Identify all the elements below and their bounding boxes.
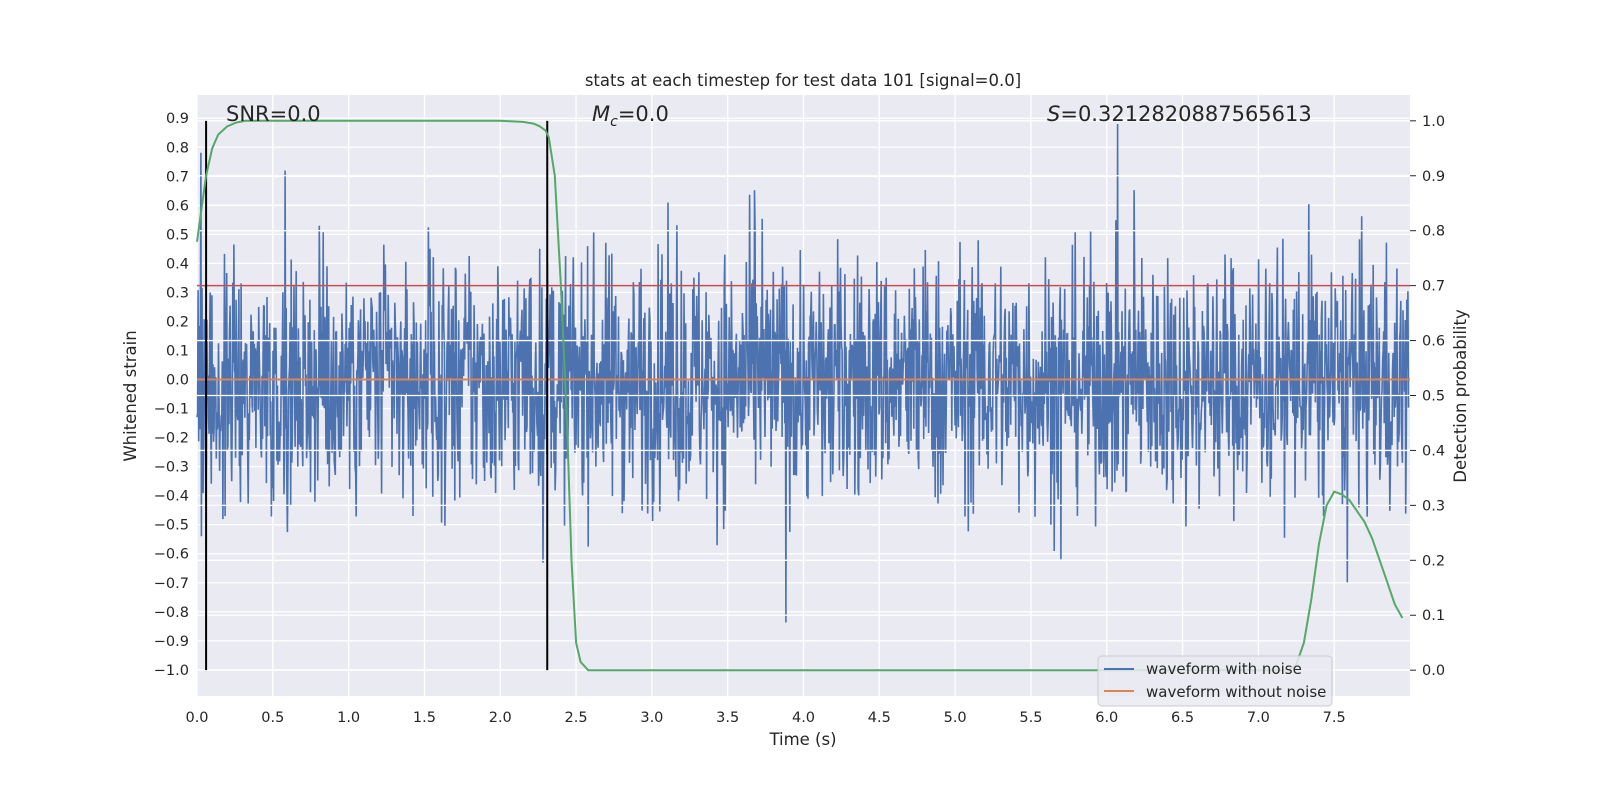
y-tick-label: 0.3 [166,285,189,301]
y-tick-label: −0.2 [154,431,189,447]
y-right-tick-label: 0.5 [1422,389,1445,405]
y-tick-label: 0.6 [166,198,189,214]
y-tick-label: −0.6 [154,547,189,563]
x-tick-label: 3.5 [716,710,739,726]
y-right-tick-label: 0.0 [1422,663,1445,679]
chirp-mass-value: =0.0 [618,102,669,126]
x-tick-label: 2.5 [565,710,588,726]
y-tick-label: 0.1 [166,343,189,359]
y-right-tick-label: 0.2 [1422,553,1445,569]
x-tick-label: 4.0 [792,710,815,726]
x-tick-label: 0.5 [261,710,284,726]
overlay [196,119,1410,672]
chirp-mass-symbol: M [592,102,610,126]
score-annotation: S=0.3212820887565613 [1047,102,1312,126]
x-tick-label: 5.0 [944,710,967,726]
noisy-strain-series [196,123,1410,623]
y-right-tick-label: 0.8 [1422,224,1445,240]
y-tick-label: 0.0 [166,373,189,389]
y-right-tick-label: 0.9 [1422,169,1445,185]
x-tick-label: 1.0 [337,710,360,726]
x-tick-label: 6.0 [1095,710,1118,726]
y-right-tick-label: 0.4 [1422,443,1445,459]
legend-box [1097,655,1333,707]
y-axis-label: Whitened strain [121,330,140,461]
legend: waveform with noise waveform without noi… [1097,655,1333,707]
legend-label-noise: waveform with noise [1146,660,1302,678]
y-tick-label: −0.4 [154,489,189,505]
x-tick-label: 1.5 [413,710,436,726]
x-tick-label: 2.0 [489,710,512,726]
y-tick-label: 0.8 [166,140,189,156]
y-tick-label: 0.5 [166,227,189,243]
y-right-tick-label: 0.3 [1422,498,1445,514]
y-right-axis-label: Detection probability [1451,309,1470,483]
y-tick-label: −0.5 [154,518,189,534]
y-tick-label: 0.9 [166,111,189,127]
chirp-mass-subscript: c [610,114,618,130]
x-tick-label: 0.0 [185,710,208,726]
x-tick-label: 6.5 [1171,710,1194,726]
y-right-tick-label: 0.6 [1422,334,1445,350]
y-right-tick-label: 0.7 [1422,279,1445,295]
y-tick-label: 0.4 [166,256,189,272]
score-value: =0.3212820887565613 [1060,102,1311,126]
x-tick-label: 7.5 [1323,710,1346,726]
y-right-tick-label: 1.0 [1422,114,1445,130]
x-tick-label: 7.0 [1247,710,1270,726]
y-tick-label: −0.3 [154,460,189,476]
y-tick-label: −0.1 [154,402,189,418]
y-ticks: 0.9 0.8 0.7 0.6 0.5 0.4 0.3 0.2 0.1 0.0 −0.1 −0.2 −0… [154,111,189,679]
legend-label-clean: waveform without noise [1146,683,1326,701]
chirp-mass-annotation: Mc=0.0 [592,102,669,130]
x-tick-label: 3.0 [640,710,663,726]
x-ticks: 0.0 0.5 1.0 1.5 2.0 2.5 3.0 3.5 4.0 4.5 5.0 5.5 6.0 6… [185,710,1345,726]
x-axis-label: Time (s) [768,730,836,749]
detection-probability-line [196,119,1404,672]
x-tick-label: 5.5 [1019,710,1042,726]
y-tick-label: 0.2 [166,314,189,330]
y-tick-label: −0.9 [154,634,189,650]
x-tick-label: 4.5 [868,710,891,726]
y-tick-label: −0.8 [154,605,189,621]
score-symbol: S [1047,102,1060,126]
y-tick-label: −0.7 [154,576,189,592]
y-tick-label: −1.0 [154,663,189,679]
snr-annotation: SNR=0.0 [226,102,321,126]
noisy-waveform-line [196,123,1410,623]
y-tick-label: 0.7 [166,169,189,185]
y-right-ticks: 1.0 0.9 0.8 0.7 0.6 0.5 0.4 0.3 0.2 0.1 0.0 [1410,114,1445,679]
y-right-tick-label: 0.1 [1422,608,1445,624]
chart-title: stats at each timestep for test data 101… [585,71,1021,90]
